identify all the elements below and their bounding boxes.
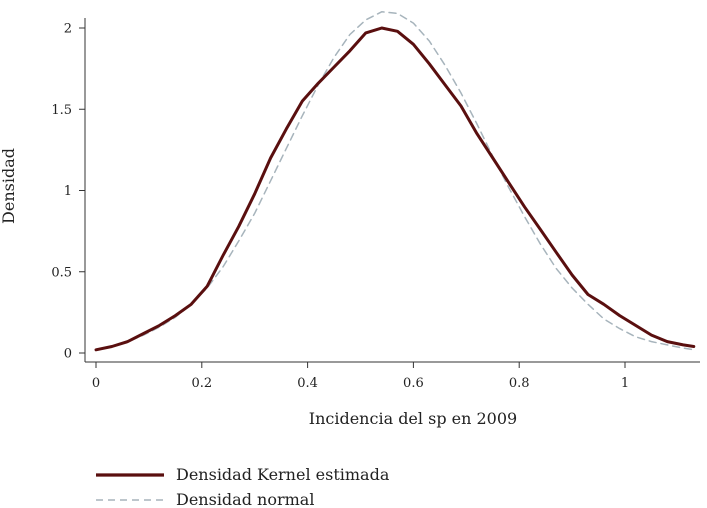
x-ticks: 0 0.2 0.4 0.6 0.8 1 <box>92 362 629 391</box>
y-ticks: 0 0.5 1 1.5 2 <box>51 22 85 362</box>
series-line-kernel <box>94 26 696 352</box>
x-tick-label: 0.6 <box>403 376 424 391</box>
x-axis-title: Incidencia del sp en 2009 <box>309 409 517 428</box>
series-layer <box>94 11 696 352</box>
y-tick-label: 0.5 <box>51 265 72 280</box>
y-tick-label: 1 <box>64 184 72 199</box>
axes <box>84 18 700 363</box>
y-axis-title: Densidad <box>0 148 18 224</box>
legend-label-kernel: Densidad Kernel estimada <box>176 465 390 484</box>
series-line-normal <box>95 11 695 351</box>
x-tick-label: 0.2 <box>191 376 212 391</box>
x-tick-label: 1 <box>621 376 629 391</box>
legend-label-normal: Densidad normal <box>176 490 314 508</box>
x-tick-label: 0 <box>92 376 100 391</box>
y-tick-label: 1.5 <box>51 103 72 118</box>
x-tick-label: 0.4 <box>297 376 318 391</box>
y-tick-label: 0 <box>64 347 72 362</box>
x-tick-label: 0.8 <box>509 376 530 391</box>
legend: Densidad Kernel estimada Densidad normal <box>96 465 390 508</box>
y-tick-label: 2 <box>64 22 72 37</box>
